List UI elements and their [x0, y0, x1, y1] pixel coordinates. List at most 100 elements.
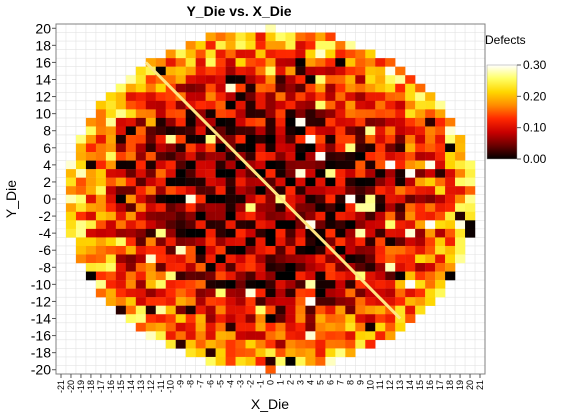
heatmap-cell: [185, 331, 196, 341]
heatmap-cell: [405, 288, 416, 298]
heatmap-cell: [165, 152, 176, 161]
heatmap-cell: [255, 169, 266, 178]
heatmap-cell: [215, 322, 226, 332]
heatmap-cell: [435, 100, 446, 110]
heatmap-cell: [345, 288, 356, 298]
x-tick-label: -21: [56, 380, 66, 393]
heatmap-cell: [285, 356, 296, 366]
heatmap-cell: [395, 254, 406, 264]
heatmap-cell: [405, 83, 416, 93]
heatmap-cell: [385, 254, 396, 264]
heatmap-cell: [105, 203, 117, 213]
heatmap-cell: [325, 297, 336, 306]
heatmap-cell: [245, 186, 256, 195]
heatmap-cell: [235, 134, 246, 144]
heatmap-cell: [205, 117, 216, 127]
heatmap-cell: [245, 66, 256, 76]
heatmap-cell: [265, 58, 276, 67]
heatmap-cell: [145, 134, 156, 144]
heatmap-cell: [235, 194, 246, 204]
heatmap-cell: [285, 194, 296, 204]
heatmap-cell: [335, 331, 346, 341]
heatmap-cell: [225, 109, 236, 119]
heatmap-cell: [265, 305, 276, 315]
heatmap-cell: [265, 237, 276, 247]
heatmap-cells: [65, 24, 476, 375]
heatmap-cell: [165, 245, 176, 255]
heatmap-cell: [445, 245, 456, 255]
heatmap-cell: [105, 288, 117, 298]
heatmap-cell: [185, 58, 196, 67]
heatmap-cell: [275, 331, 286, 341]
heatmap-cell: [335, 203, 346, 213]
heatmap-cell: [75, 203, 87, 213]
heatmap-cell: [165, 92, 176, 102]
heatmap-cell: [275, 245, 286, 255]
heatmap-cell: [175, 297, 186, 306]
heatmap-cell: [425, 203, 436, 213]
heatmap-cell: [225, 305, 236, 315]
heatmap-cell: [325, 271, 336, 281]
heatmap-cell: [165, 186, 176, 195]
heatmap-cell: [185, 297, 196, 306]
heatmap-cell: [145, 203, 156, 213]
heatmap-cell: [395, 83, 406, 93]
heatmap-cell: [245, 263, 256, 272]
heatmap-cell: [295, 203, 306, 213]
heatmap-cell: [245, 288, 256, 298]
heatmap-cell: [265, 41, 276, 50]
heatmap-cell: [355, 305, 366, 315]
heatmap-cell: [215, 245, 226, 255]
heatmap-cell: [335, 83, 346, 93]
heatmap-cell: [365, 58, 376, 67]
heatmap-cell: [335, 245, 346, 255]
heatmap-cell: [145, 83, 156, 93]
heatmap-cell: [175, 100, 186, 110]
heatmap-cell: [345, 203, 356, 213]
heatmap-cell: [345, 211, 356, 221]
heatmap-cell: [325, 203, 336, 213]
heatmap-cell: [145, 305, 156, 315]
heatmap-cell: [265, 75, 276, 84]
heatmap-cell: [85, 271, 97, 281]
y-tick-label: -8: [39, 259, 52, 275]
heatmap-cell: [215, 194, 226, 204]
heatmap-cell: [315, 126, 326, 136]
heatmap-cell: [275, 160, 286, 170]
heatmap-cell: [345, 331, 356, 341]
heatmap-cell: [355, 83, 366, 93]
heatmap-cell: [315, 356, 326, 366]
heatmap-cell: [275, 297, 286, 306]
heatmap-cell: [245, 100, 256, 110]
heatmap-cell: [215, 186, 226, 195]
heatmap-cell: [285, 211, 296, 221]
heatmap-cell: [205, 228, 216, 238]
heatmap-cell: [395, 92, 406, 102]
heatmap-cell: [185, 75, 196, 84]
heatmap-cell: [185, 160, 196, 170]
heatmap-cell: [435, 169, 446, 178]
heatmap-cell: [305, 280, 316, 289]
heatmap-cell: [335, 297, 346, 306]
heatmap-cell: [355, 288, 366, 298]
heatmap-cell: [255, 117, 266, 127]
heatmap-cell: [75, 134, 87, 144]
heatmap-cell: [265, 271, 276, 281]
heatmap-cell: [115, 297, 127, 306]
heatmap-cell: [315, 169, 326, 178]
heatmap-cell: [205, 203, 216, 213]
heatmap-cell: [285, 322, 296, 332]
heatmap-cell: [375, 58, 386, 67]
heatmap-cell: [415, 152, 426, 161]
heatmap-cell: [145, 186, 156, 195]
heatmap-cell: [405, 126, 416, 136]
heatmap-cell: [85, 203, 97, 213]
heatmap-cell: [275, 322, 286, 332]
overlay-line: [144, 61, 402, 320]
heatmap-cell: [65, 220, 77, 230]
heatmap-cell: [445, 134, 456, 144]
heatmap-cell: [355, 203, 366, 213]
heatmap-cell: [195, 75, 206, 84]
heatmap-cell: [375, 263, 386, 272]
heatmap-cell: [115, 280, 127, 289]
